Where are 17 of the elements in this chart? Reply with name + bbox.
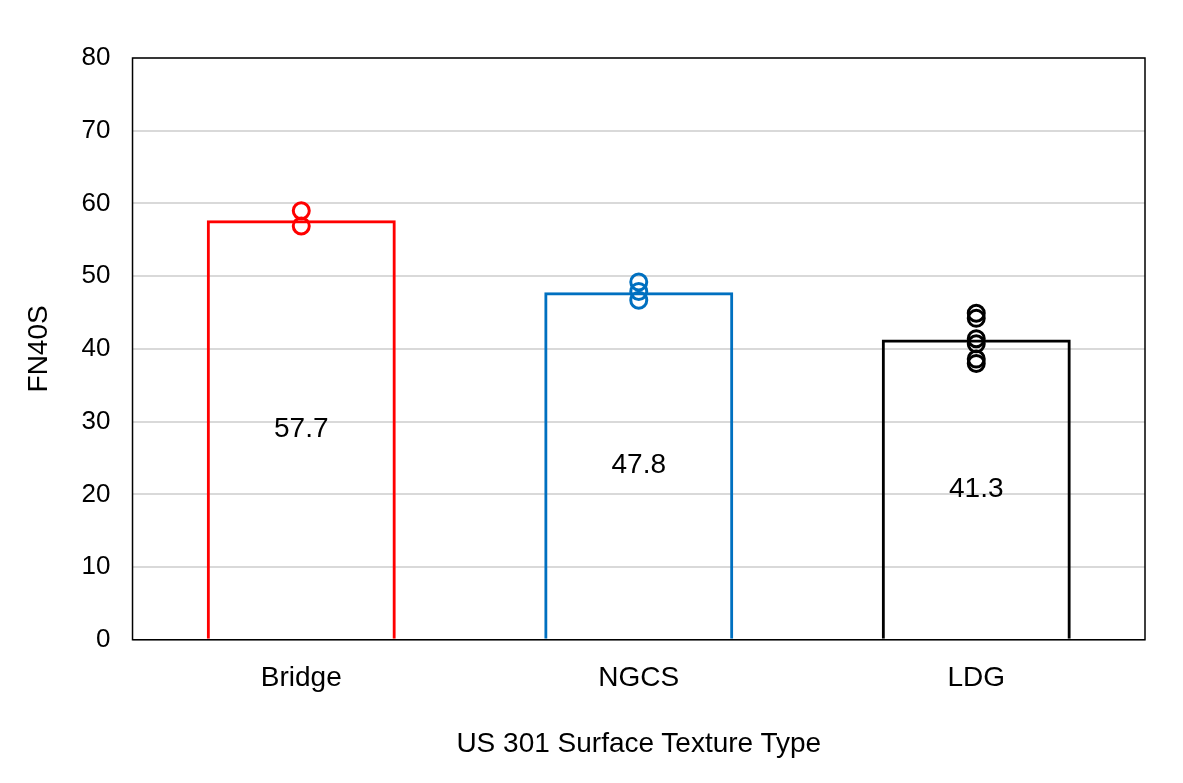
y-tick-label: 60 bbox=[81, 186, 111, 217]
data-label: 57.7 bbox=[274, 412, 329, 444]
y-axis-title: FN40S bbox=[21, 305, 53, 393]
y-tick-label: 80 bbox=[81, 41, 111, 72]
y-tick-label: 30 bbox=[81, 404, 111, 435]
y-tick-label: 10 bbox=[81, 550, 111, 581]
x-axis-title: US 301 Surface Texture Type bbox=[456, 726, 822, 758]
data-label: 41.3 bbox=[949, 471, 1004, 503]
data-label: 47.8 bbox=[611, 448, 667, 480]
y-tick-label: 20 bbox=[81, 477, 111, 508]
y-tick-label: 50 bbox=[81, 259, 111, 290]
x-tick-label: NGCS bbox=[598, 661, 680, 693]
y-tick-label: 40 bbox=[81, 332, 111, 363]
x-tick-label: LDG bbox=[947, 661, 1006, 693]
y-tick-label: 0 bbox=[96, 622, 111, 653]
x-tick-label: Bridge bbox=[260, 661, 342, 693]
y-tick-label: 70 bbox=[81, 113, 111, 144]
